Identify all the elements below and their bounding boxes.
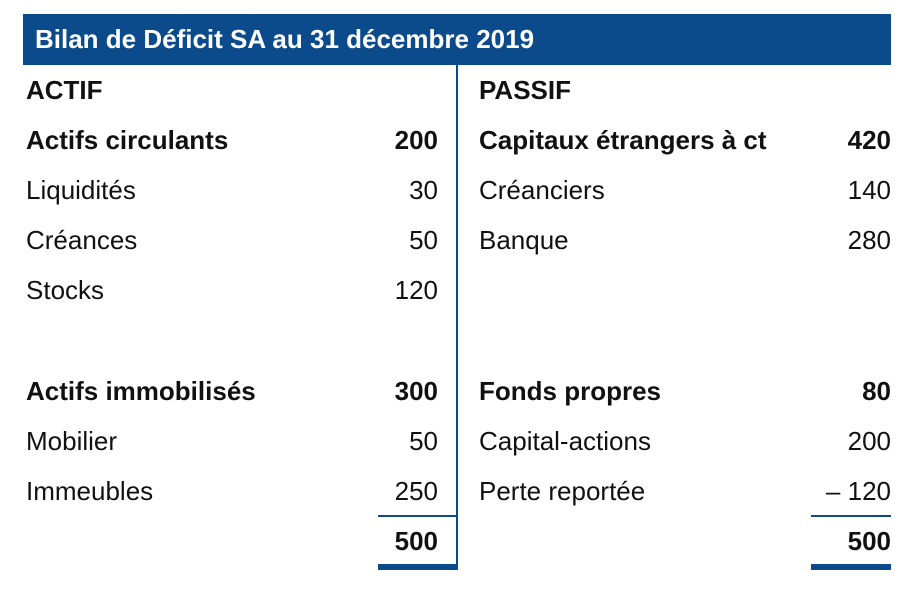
row-value: 120	[394, 275, 438, 305]
row-value: 300	[394, 376, 438, 406]
actif-subtotal-line	[378, 515, 458, 517]
passif-row-short-term-liabilities: Capitaux étrangers à ct 420	[479, 115, 891, 165]
row-label: Mobilier	[26, 426, 118, 456]
row-label: Actifs immobilisés	[26, 376, 256, 406]
passif-row-share-capital: Capital-actions 200	[479, 416, 891, 466]
actif-heading-row: ACTIF	[26, 65, 438, 115]
passif-heading: PASSIF	[479, 75, 571, 105]
row-value: – 120	[825, 476, 891, 506]
actif-row-buildings: Immeubles 250	[26, 466, 438, 516]
passif-row-bank: Banque 280	[479, 215, 891, 265]
actif-total: 500	[394, 526, 438, 556]
row-value: 420	[847, 125, 891, 155]
actif-total-row: 500	[26, 516, 438, 566]
row-label: Banque	[479, 225, 569, 255]
row-label: Capitaux étrangers à ct	[479, 125, 767, 155]
actif-total-underline	[378, 564, 458, 570]
row-value: 30	[409, 175, 438, 205]
row-label: Créances	[26, 225, 138, 255]
row-label: Créanciers	[479, 175, 605, 205]
row-label: Capital-actions	[479, 426, 651, 456]
row-value: 80	[862, 376, 891, 406]
actif-row-liquidity: Liquidités 30	[26, 165, 438, 215]
actif-row-current-assets: Actifs circulants 200	[26, 115, 438, 165]
row-label: Actifs circulants	[26, 125, 229, 155]
row-value: 250	[394, 476, 438, 506]
row-value: 140	[847, 175, 891, 205]
passif-row-loss-carried-forward: Perte reportée – 120	[479, 466, 891, 516]
actif-row-furniture: Mobilier 50	[26, 416, 438, 466]
row-label: Perte reportée	[479, 476, 646, 506]
passif-total: 500	[847, 526, 891, 556]
actif-row-fixed-assets: Actifs immobilisés 300	[26, 366, 438, 416]
row-value: 50	[409, 426, 438, 456]
row-value: 280	[847, 225, 891, 255]
row-value: 50	[409, 225, 438, 255]
actif-row-receivables: Créances 50	[26, 215, 438, 265]
row-value: 200	[394, 125, 438, 155]
passif-heading-row: PASSIF	[479, 65, 891, 115]
row-label: Stocks	[26, 275, 105, 305]
row-label: Immeubles	[26, 476, 154, 506]
column-divider	[456, 65, 458, 570]
passif-row-creditors: Créanciers 140	[479, 165, 891, 215]
balance-sheet-title: Bilan de Déficit SA au 31 décembre 2019	[23, 14, 891, 65]
row-label: Fonds propres	[479, 376, 662, 406]
actif-heading: ACTIF	[26, 75, 103, 105]
row-label: Liquidités	[26, 175, 136, 205]
passif-total-row: 500	[479, 516, 891, 566]
passif-row-equity: Fonds propres 80	[479, 366, 891, 416]
passif-subtotal-line	[811, 515, 891, 517]
passif-total-underline	[811, 564, 891, 570]
row-value: 200	[847, 426, 891, 456]
actif-row-stocks: Stocks 120	[26, 265, 438, 315]
